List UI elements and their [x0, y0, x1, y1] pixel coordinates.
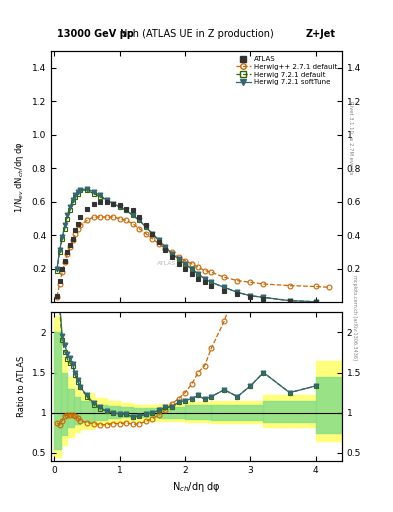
- Text: ATLAS_2019_I...: ATLAS_2019_I...: [157, 261, 207, 266]
- Y-axis label: 1/N$_{ev}$ dN$_{ch}$/dη dφ: 1/N$_{ev}$ dN$_{ch}$/dη dφ: [13, 141, 26, 212]
- Text: mcplots.cern.ch [arXiv:1306.3436]: mcplots.cern.ch [arXiv:1306.3436]: [352, 275, 357, 360]
- Text: Nch (ATLAS UE in Z production): Nch (ATLAS UE in Z production): [119, 29, 274, 38]
- Text: Z+Jet: Z+Jet: [306, 29, 336, 38]
- Legend: ATLAS, Herwig++ 2.7.1 default, Herwig 7.2.1 default, Herwig 7.2.1 softTune: ATLAS, Herwig++ 2.7.1 default, Herwig 7.…: [234, 55, 338, 87]
- Y-axis label: Ratio to ATLAS: Ratio to ATLAS: [17, 356, 26, 417]
- Text: Rivet 3.1.10, ≥ 2.7M events: Rivet 3.1.10, ≥ 2.7M events: [348, 101, 353, 175]
- Text: 13000 GeV pp: 13000 GeV pp: [57, 29, 134, 38]
- X-axis label: N$_{ch}$/dη dφ: N$_{ch}$/dη dφ: [172, 480, 221, 494]
